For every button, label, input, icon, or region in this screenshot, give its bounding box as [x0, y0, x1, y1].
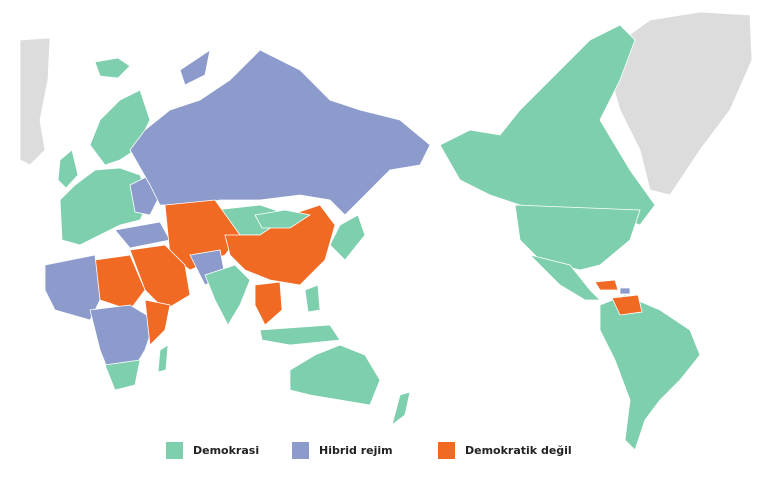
alaska-canada [439, 24, 656, 226]
mongolia [254, 209, 312, 229]
cuba [594, 279, 619, 291]
mexico-central [528, 254, 601, 301]
philippines [304, 284, 321, 313]
turkey [114, 221, 171, 249]
se-asia [254, 281, 283, 326]
russia [129, 49, 431, 216]
australia [289, 344, 381, 406]
usa [514, 204, 641, 271]
greenland-left [19, 37, 51, 166]
legend-swatch-democracy [166, 442, 183, 459]
greenland-right [609, 11, 753, 196]
novaya-zemlya [179, 49, 211, 86]
horn-africa [144, 299, 171, 346]
uk [57, 149, 79, 189]
south-america [599, 294, 701, 451]
legend-label-authoritarian: Demokratik değil [465, 444, 572, 457]
legend-item-hybrid: Hibrid rejim [292, 442, 393, 459]
legend-swatch-hybrid [292, 442, 309, 459]
new-zealand [391, 391, 411, 427]
south-africa [104, 359, 141, 391]
venezuela [611, 294, 643, 316]
legend-label-hybrid: Hibrid rejim [319, 444, 393, 457]
indonesia [259, 324, 341, 346]
legend-label-democracy: Demokrasi [193, 444, 260, 457]
korea-japan [329, 214, 366, 261]
madagascar [157, 344, 169, 373]
legend-item-authoritarian: Demokratik değil [438, 442, 572, 459]
legend-item-democracy: Demokrasi [166, 442, 259, 459]
iceland [94, 57, 131, 79]
west-africa [44, 254, 101, 321]
haiti [619, 287, 631, 295]
legend-swatch-authoritarian [438, 442, 455, 459]
india [204, 264, 251, 326]
